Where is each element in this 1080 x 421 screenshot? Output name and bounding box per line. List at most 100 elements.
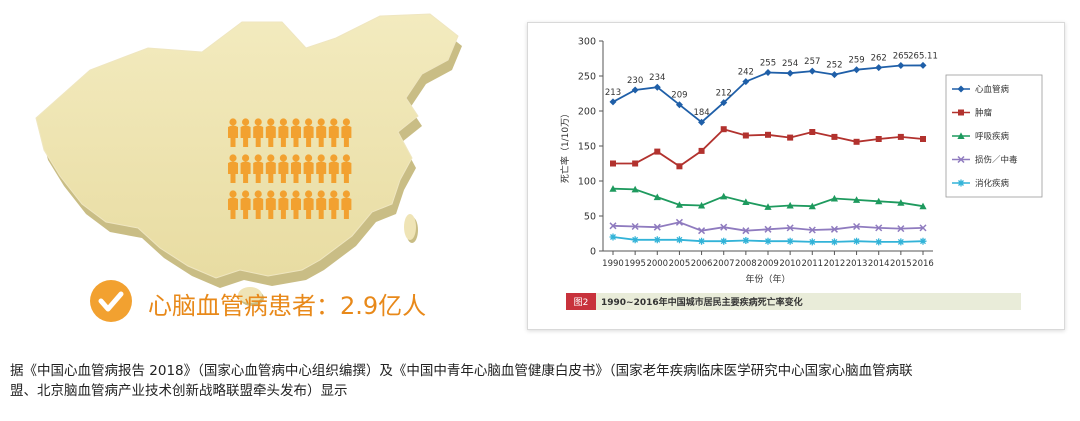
data-point-marker bbox=[875, 197, 883, 205]
data-point-marker bbox=[875, 136, 882, 142]
x-tick-label: 2006 bbox=[691, 259, 713, 269]
person-icon bbox=[240, 190, 251, 219]
data-label: 257 bbox=[804, 57, 820, 67]
x-axis-title: 年份（年） bbox=[745, 273, 790, 285]
series-3 bbox=[609, 218, 927, 235]
data-point-marker bbox=[742, 78, 750, 86]
data-point-marker bbox=[632, 160, 639, 167]
data-point-marker bbox=[653, 236, 661, 244]
person-icon bbox=[253, 118, 264, 147]
data-point-marker bbox=[609, 222, 617, 230]
data-label: 259 bbox=[848, 56, 864, 66]
data-point-marker bbox=[830, 71, 838, 79]
data-point-marker bbox=[786, 224, 794, 232]
patient-figure-grid bbox=[228, 118, 352, 219]
data-point-marker bbox=[675, 218, 683, 226]
source-note-line-2: 盟、北京脑血管病产业技术创新战略联盟牵头发布）显示 bbox=[10, 383, 348, 399]
series-0: 213 230 234 209 184 212 242 255 254 257 252 259 262 2… bbox=[605, 51, 938, 126]
caption-tag: 图2 bbox=[574, 297, 589, 308]
data-label: 262 bbox=[871, 54, 887, 64]
legend-item: 肿瘤 bbox=[952, 108, 993, 119]
data-point-marker bbox=[631, 86, 639, 94]
person-icon bbox=[341, 154, 352, 183]
data-point-marker bbox=[957, 155, 965, 164]
data-point-marker bbox=[919, 237, 927, 245]
data-point-marker bbox=[897, 225, 905, 233]
series-4 bbox=[609, 233, 927, 246]
data-point-marker bbox=[764, 225, 772, 233]
data-label: 265 bbox=[893, 52, 909, 62]
legend-label: 损伤／中毒 bbox=[975, 155, 1018, 166]
person-icon bbox=[341, 190, 352, 219]
data-point-marker bbox=[676, 163, 683, 170]
legend-item: 呼吸疾病 bbox=[952, 131, 1010, 142]
y-tick-label: 50 bbox=[584, 212, 596, 223]
person-icon bbox=[328, 190, 339, 219]
map-infographic: 心脑血管病患者：2.9亿人 bbox=[20, 8, 490, 338]
data-point-marker bbox=[897, 238, 905, 246]
source-note: 据《中国心血管病报告 2018》（国家心血管病中心组织编撰）及《中国中青年心脑血… bbox=[10, 361, 1070, 401]
person-icon bbox=[291, 190, 301, 219]
data-point-marker bbox=[831, 133, 838, 140]
legend-label: 肿瘤 bbox=[975, 108, 993, 119]
data-point-marker bbox=[852, 196, 861, 203]
data-point-marker bbox=[853, 66, 861, 74]
legend-item: 损伤／中毒 bbox=[952, 155, 1018, 166]
y-axis-title: 死亡率（1/10万） bbox=[559, 109, 571, 183]
person-icon bbox=[328, 154, 339, 183]
person-icon bbox=[316, 190, 327, 219]
data-label: 242 bbox=[738, 68, 754, 78]
person-icon bbox=[291, 118, 301, 147]
china-map-illustration bbox=[35, 13, 462, 306]
data-point-marker bbox=[875, 64, 883, 72]
person-icon bbox=[253, 190, 264, 219]
legend-label: 心血管病 bbox=[975, 84, 1010, 95]
data-point-marker bbox=[957, 132, 965, 139]
y-tick-label: 0 bbox=[590, 247, 596, 258]
data-label: 234 bbox=[649, 73, 665, 83]
data-point-marker bbox=[830, 194, 839, 202]
data-point-marker bbox=[653, 83, 661, 91]
checkmark-badge bbox=[90, 280, 132, 322]
data-point-marker bbox=[765, 131, 771, 138]
x-tick-label: 2011 bbox=[801, 259, 823, 269]
person-icon bbox=[291, 154, 301, 183]
person-icon bbox=[278, 190, 289, 219]
x-tick-label: 2008 bbox=[735, 259, 757, 269]
data-point-marker bbox=[653, 193, 661, 201]
data-point-marker bbox=[897, 199, 905, 206]
x-tick-label: 1990 bbox=[602, 259, 624, 269]
data-label: 230 bbox=[627, 76, 643, 86]
data-point-marker bbox=[675, 101, 683, 109]
person-icon bbox=[265, 118, 276, 147]
x-tick-label: 2000 bbox=[646, 259, 668, 269]
data-label: 254 bbox=[782, 59, 798, 69]
data-point-marker bbox=[957, 179, 965, 187]
person-icon bbox=[316, 118, 327, 147]
data-point-marker bbox=[809, 129, 816, 135]
data-label: 213 bbox=[605, 88, 621, 98]
data-point-marker bbox=[853, 222, 861, 231]
person-icon bbox=[278, 118, 289, 147]
data-point-marker bbox=[610, 160, 616, 167]
legend-item: 心血管病 bbox=[952, 84, 1010, 95]
data-point-marker bbox=[919, 202, 927, 210]
legend-label: 呼吸疾病 bbox=[975, 131, 1010, 142]
data-point-marker bbox=[958, 109, 964, 116]
data-point-marker bbox=[853, 138, 860, 145]
x-tick-label: 2009 bbox=[757, 259, 779, 269]
data-point-marker bbox=[830, 238, 838, 246]
data-point-marker bbox=[957, 85, 965, 93]
data-point-marker bbox=[609, 185, 617, 192]
x-tick-label: 2010 bbox=[779, 259, 801, 269]
data-point-marker bbox=[675, 201, 684, 208]
data-point-marker bbox=[742, 227, 750, 235]
data-point-marker bbox=[808, 202, 816, 210]
data-label: 265.11 bbox=[908, 51, 938, 61]
x-tick-label: 2007 bbox=[713, 259, 735, 269]
source-note-line-1: 据《中国心血管病报告 2018》（国家心血管病中心组织编撰）及《中国中青年心脑血… bbox=[10, 363, 913, 379]
caption-tag-bg bbox=[566, 293, 596, 310]
data-point-marker bbox=[609, 233, 617, 241]
